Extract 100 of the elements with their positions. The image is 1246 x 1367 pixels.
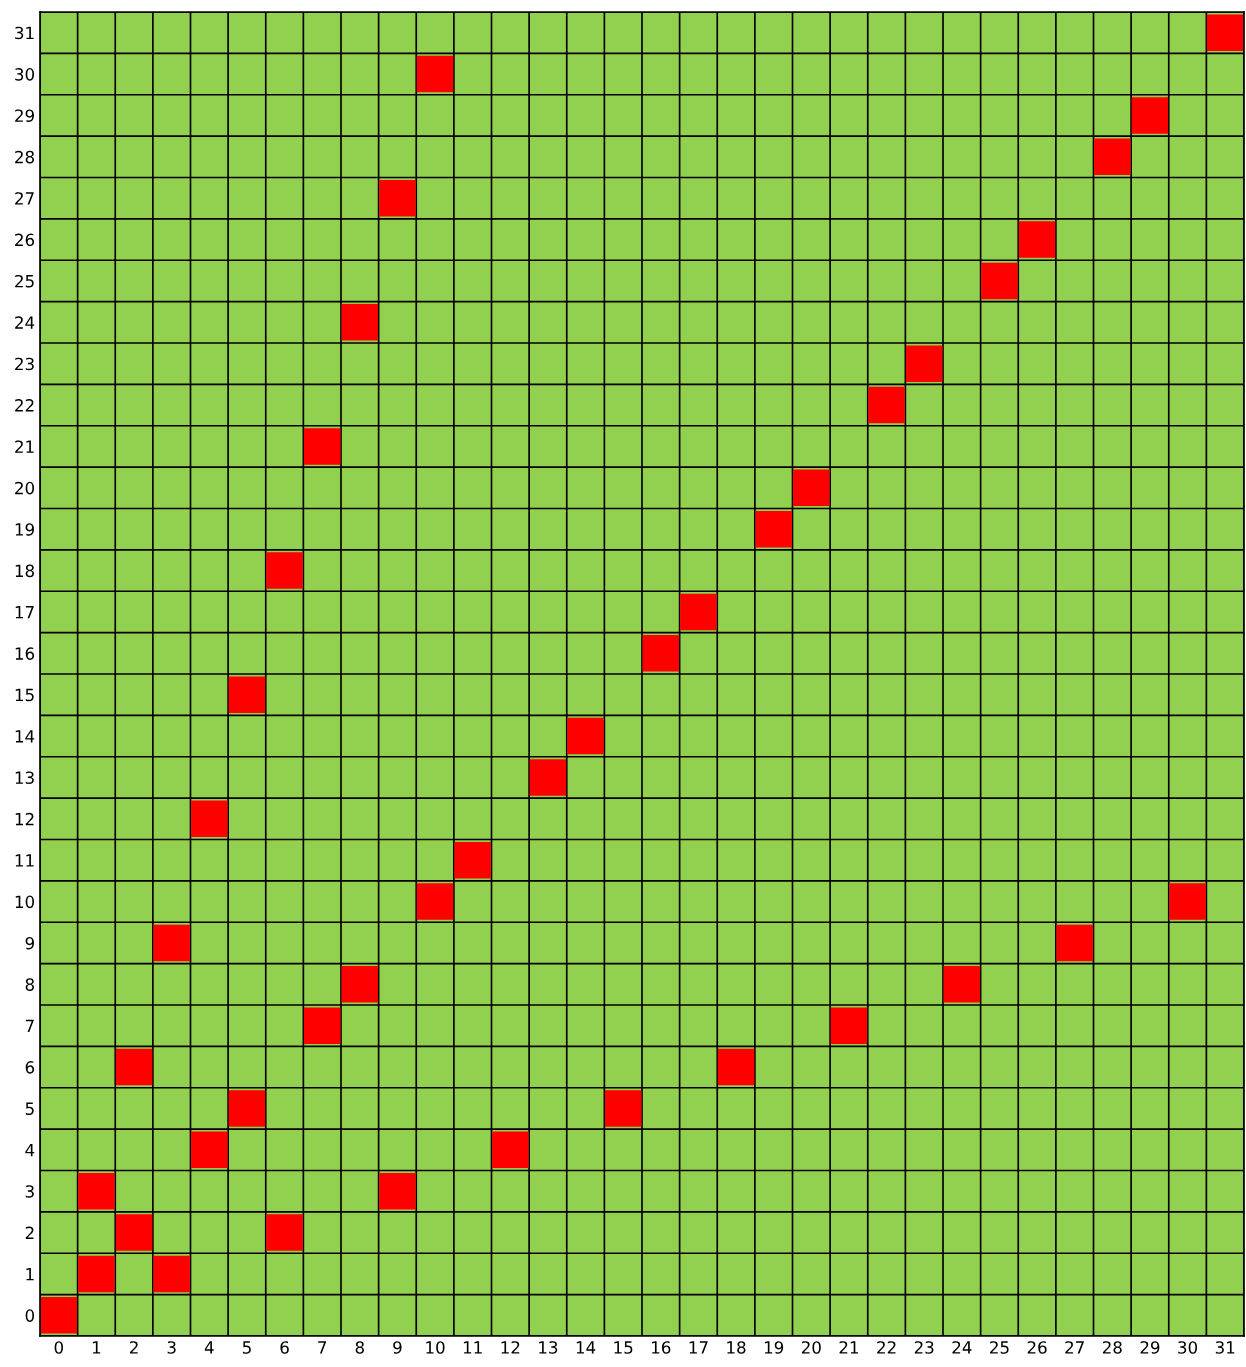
y-tick-label: 19	[15, 523, 34, 536]
point	[454, 841, 491, 879]
point	[341, 304, 379, 341]
x-tick-label: 16	[652, 1341, 671, 1354]
y-tick-label: 4	[25, 1143, 35, 1157]
y-tick-label: 30	[15, 68, 35, 81]
point	[868, 386, 905, 424]
point	[153, 1255, 190, 1293]
point	[755, 510, 792, 548]
point	[416, 883, 454, 920]
point	[1206, 14, 1244, 51]
point	[1169, 883, 1206, 920]
x-tick-label: 15	[614, 1341, 633, 1354]
point	[529, 759, 567, 796]
point	[492, 1131, 529, 1169]
x-tick-label: 19	[764, 1341, 784, 1354]
y-tick-label: 7	[25, 1019, 34, 1033]
point	[191, 1131, 228, 1169]
y-tick-label: 13	[15, 771, 34, 785]
x-tick-label: 22	[877, 1341, 896, 1354]
y-tick-label: 25	[15, 274, 34, 288]
y-tick-label: 26	[15, 233, 35, 247]
point	[379, 1172, 416, 1210]
y-tick-label: 29	[15, 109, 34, 123]
y-tick-label: 2	[25, 1226, 34, 1239]
x-tick-label: 26	[1027, 1341, 1047, 1354]
y-tick-label: 10	[15, 895, 35, 909]
x-tick-label: 27	[1065, 1341, 1084, 1354]
point	[341, 966, 379, 1003]
x-tick-label: 0	[54, 1341, 64, 1354]
point	[1131, 97, 1169, 134]
point	[266, 552, 303, 589]
y-tick-label: 3	[25, 1185, 34, 1198]
point	[266, 1214, 303, 1251]
x-tick-label: 2	[129, 1341, 138, 1354]
x-tick-label: 13	[539, 1341, 558, 1354]
point	[642, 635, 680, 672]
x-tick-label: 30	[1178, 1341, 1198, 1354]
x-tick-label: 14	[576, 1341, 596, 1354]
point	[303, 428, 341, 465]
y-tick-label: 9	[25, 936, 34, 950]
y-tick-label: 17	[15, 606, 34, 619]
y-tick-label: 24	[15, 316, 35, 329]
point	[604, 1090, 642, 1127]
y-tick-label: 1	[26, 1268, 34, 1281]
y-tick-label: 0	[25, 1309, 35, 1322]
point	[943, 966, 981, 1003]
point	[830, 1007, 868, 1044]
y-tick-label: 21	[15, 440, 34, 453]
x-tick-label: 28	[1102, 1341, 1122, 1354]
x-tick-label: 6	[280, 1341, 289, 1354]
point	[793, 469, 830, 507]
point	[40, 1297, 78, 1334]
x-tick-label: 21	[839, 1341, 858, 1354]
x-tick-label: 1	[92, 1341, 101, 1354]
x-tick-label: 23	[914, 1341, 934, 1354]
x-tick-label: 7	[318, 1341, 327, 1354]
y-tick-label: 5	[25, 1102, 34, 1116]
y-tick-label: 22	[15, 399, 34, 412]
x-tick-label: 3	[167, 1341, 176, 1354]
x-tick-label: 8	[355, 1341, 364, 1354]
y-tick-label: 15	[15, 688, 34, 702]
y-tick-label: 11	[15, 854, 34, 867]
y-tick-label: 27	[15, 192, 34, 205]
x-tick-label: 12	[501, 1341, 520, 1354]
x-tick-label: 10	[426, 1341, 445, 1354]
x-tick-label: 4	[204, 1341, 214, 1354]
y-tick-label: 18	[15, 564, 34, 578]
point	[115, 1214, 153, 1251]
point	[228, 676, 266, 713]
point	[717, 1048, 755, 1086]
point	[1018, 221, 1056, 258]
point	[905, 345, 943, 382]
x-tick-label: 29	[1140, 1341, 1160, 1354]
y-tick-label: 28	[15, 150, 34, 164]
y-tick-label: 12	[15, 812, 34, 826]
x-tick-label: 31	[1215, 1341, 1235, 1354]
x-tick-label: 5	[242, 1341, 251, 1354]
y-tick-label: 23	[15, 357, 34, 371]
point	[78, 1172, 115, 1210]
point	[379, 179, 416, 217]
y-tick-label: 14	[15, 730, 35, 743]
point	[115, 1048, 153, 1086]
y-tick-label: 16	[15, 647, 35, 660]
x-tick-label: 25	[990, 1341, 1009, 1354]
point	[416, 55, 454, 93]
point	[78, 1255, 115, 1293]
x-tick-label: 18	[727, 1341, 746, 1354]
point	[1056, 924, 1093, 962]
x-tick-label: 20	[801, 1341, 821, 1354]
point	[191, 800, 228, 838]
point	[228, 1090, 266, 1127]
point	[981, 262, 1018, 300]
point	[303, 1007, 341, 1044]
y-tick-label: 20	[15, 481, 35, 495]
point	[680, 593, 717, 631]
x-tick-label: 9	[393, 1341, 402, 1354]
x-tick-label: 24	[952, 1341, 972, 1354]
x-tick-label: 11	[463, 1341, 482, 1354]
point	[153, 924, 190, 962]
